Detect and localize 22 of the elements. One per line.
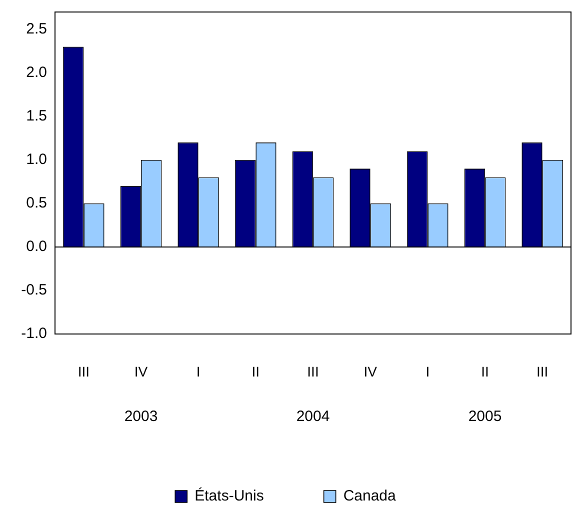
x-tick-label: II <box>481 363 489 380</box>
text: 2004 <box>296 408 330 426</box>
y-tick-label: 1.5 <box>26 108 47 125</box>
y-tick-label: 0.5 <box>26 194 47 212</box>
legend-label: États-Unis <box>194 486 264 505</box>
x-tick-label: I <box>196 363 200 380</box>
text: 2003 <box>124 408 158 426</box>
x-tick-label: IV <box>134 363 148 380</box>
legend-label: Canada <box>343 488 397 505</box>
y-tick-label: -0.5 <box>21 282 47 299</box>
x-tick-label: III <box>536 363 548 380</box>
y-tick-label: 0.0 <box>26 238 47 256</box>
y-tick-label: 2.5 <box>26 20 47 38</box>
x-tick-label: IV <box>364 363 378 380</box>
x-tick-label: III <box>307 363 319 380</box>
x-tick-label: I <box>426 363 430 380</box>
text: 2005 <box>468 408 502 426</box>
y-tick-label: 2.0 <box>26 64 47 82</box>
y-tick-label: 1.0 <box>26 151 47 168</box>
x-tick-label: II <box>252 363 260 380</box>
y-tick-label: -1.0 <box>21 325 47 342</box>
x-tick-label: III <box>78 363 90 380</box>
